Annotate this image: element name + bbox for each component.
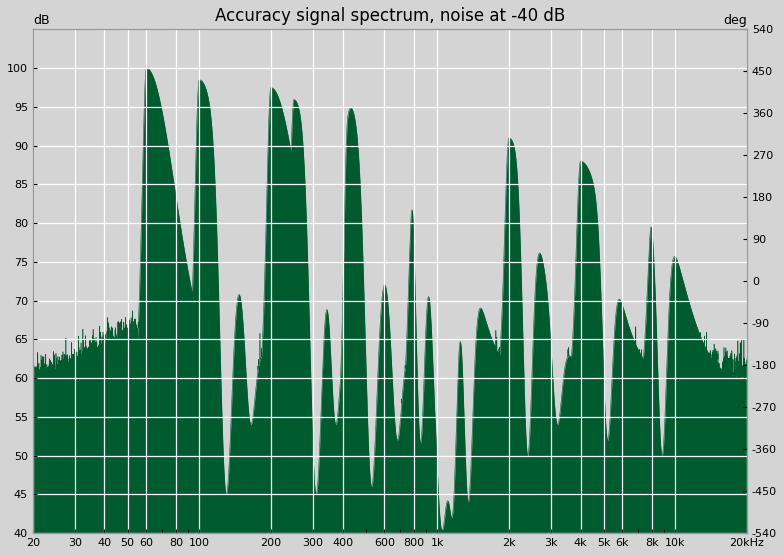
Text: dB: dB (33, 14, 49, 27)
Text: deg: deg (723, 14, 747, 27)
Title: Accuracy signal spectrum, noise at -40 dB: Accuracy signal spectrum, noise at -40 d… (215, 7, 565, 25)
